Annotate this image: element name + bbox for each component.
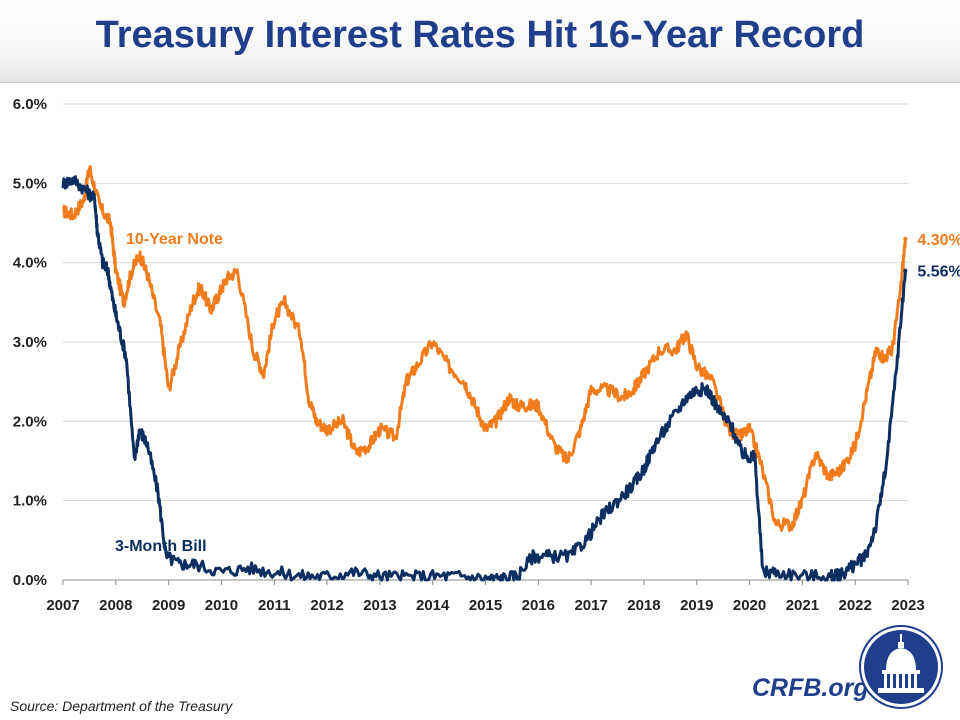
y-tick-label: 5.0% — [13, 175, 47, 192]
x-tick-label: 2023 — [891, 597, 924, 614]
x-tick-label: 2009 — [152, 597, 185, 614]
x-tick-label: 2022 — [839, 597, 872, 614]
x-tick-label: 2021 — [786, 597, 819, 614]
series-end-label: 4.30% — [917, 232, 960, 249]
y-tick-label: 4.0% — [13, 255, 47, 272]
x-tick-label: 2012 — [310, 597, 343, 614]
y-tick-label: 3.0% — [13, 334, 47, 351]
brand-link[interactable]: CRFB.org — [752, 674, 869, 702]
series-line-0 — [62, 165, 907, 533]
x-tick-label: 2018 — [627, 597, 660, 614]
capitol-dome-logo-icon — [859, 625, 943, 709]
series-line-1 — [61, 175, 907, 582]
y-tick-label: 0.0% — [13, 572, 47, 589]
x-tick-label: 2019 — [680, 597, 713, 614]
x-tick-label: 2011 — [258, 597, 291, 614]
series-name-label: 10-Year Note — [126, 231, 223, 248]
y-tick-label: 2.0% — [13, 413, 47, 430]
source-note: Source: Department of the Treasury — [10, 698, 233, 714]
title-banner: Treasury Interest Rates Hit 16-Year Reco… — [0, 0, 960, 83]
x-tick-label: 2010 — [205, 597, 238, 614]
series-name-label: 3-Month Bill — [115, 538, 207, 555]
series-end-label: 5.56% — [917, 264, 960, 281]
y-tick-label: 1.0% — [13, 493, 47, 510]
x-tick-label: 2016 — [522, 597, 555, 614]
series-end-point — [903, 268, 908, 273]
x-tick-label: 2007 — [46, 597, 79, 614]
y-tick-label: 6.0% — [13, 96, 47, 113]
series-end-point — [903, 236, 908, 241]
chart-title: Treasury Interest Rates Hit 16-Year Reco… — [95, 14, 865, 56]
x-tick-label: 2015 — [469, 597, 502, 614]
x-tick-label: 2014 — [416, 597, 450, 614]
x-tick-label: 2017 — [574, 597, 607, 614]
x-tick-label: 2020 — [733, 597, 766, 614]
x-tick-label: 2013 — [363, 597, 396, 614]
x-tick-label: 2008 — [99, 597, 132, 614]
